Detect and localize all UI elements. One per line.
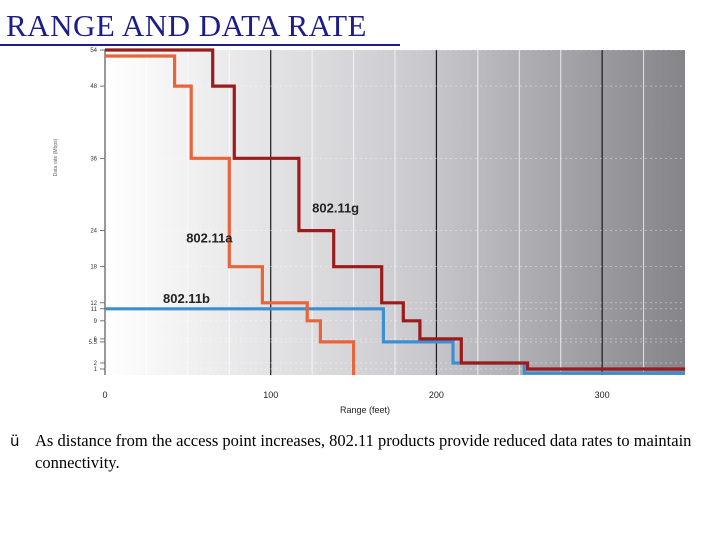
y-tick-label: 36 <box>90 156 97 162</box>
check-icon: ü <box>10 432 20 450</box>
x-tick-label: 100 <box>263 390 278 400</box>
y-tick-label: 11 <box>91 307 98 313</box>
y-axis-label: Data rate (Mbps) <box>53 138 59 176</box>
y-tick-label: 9 <box>94 319 98 325</box>
slide-title: RANGE AND DATA RATE <box>6 8 367 43</box>
x-tick-label: 300 <box>595 390 610 400</box>
y-tick-label: 18 <box>90 265 97 271</box>
y-tick-label: 48 <box>90 84 97 90</box>
series-label: 802.11a <box>186 231 233 246</box>
bullet-note: ü As distance from the access point incr… <box>10 430 710 474</box>
series-line-80211g <box>105 48 685 371</box>
y-tick-label: 1 <box>94 367 98 373</box>
series-lines <box>105 48 685 375</box>
x-axis-label: Range (feet) <box>340 405 390 415</box>
x-tick-label: 200 <box>429 390 444 400</box>
x-tick-labels: 0 100 200 300 <box>102 390 609 400</box>
y-tick-label: 12 <box>90 301 97 307</box>
note-text: As distance from the access point increa… <box>35 431 692 472</box>
title-underline <box>0 44 400 46</box>
series-line-80211b <box>105 307 685 375</box>
y-tick-label: 6 <box>94 337 98 343</box>
series-label: 802.11g <box>312 201 359 216</box>
y-tick-label: 24 <box>90 229 97 235</box>
series-labels: 802.11g 802.11a 802.11b <box>163 201 359 306</box>
y-tick-label: 54 <box>90 48 97 54</box>
series-label: 802.11b <box>163 291 210 306</box>
y-tick-label: 5.5 <box>89 340 98 346</box>
series-line-80211a <box>105 54 356 375</box>
y-tick-label: 2 <box>94 361 98 367</box>
x-tick-label: 0 <box>102 390 107 400</box>
